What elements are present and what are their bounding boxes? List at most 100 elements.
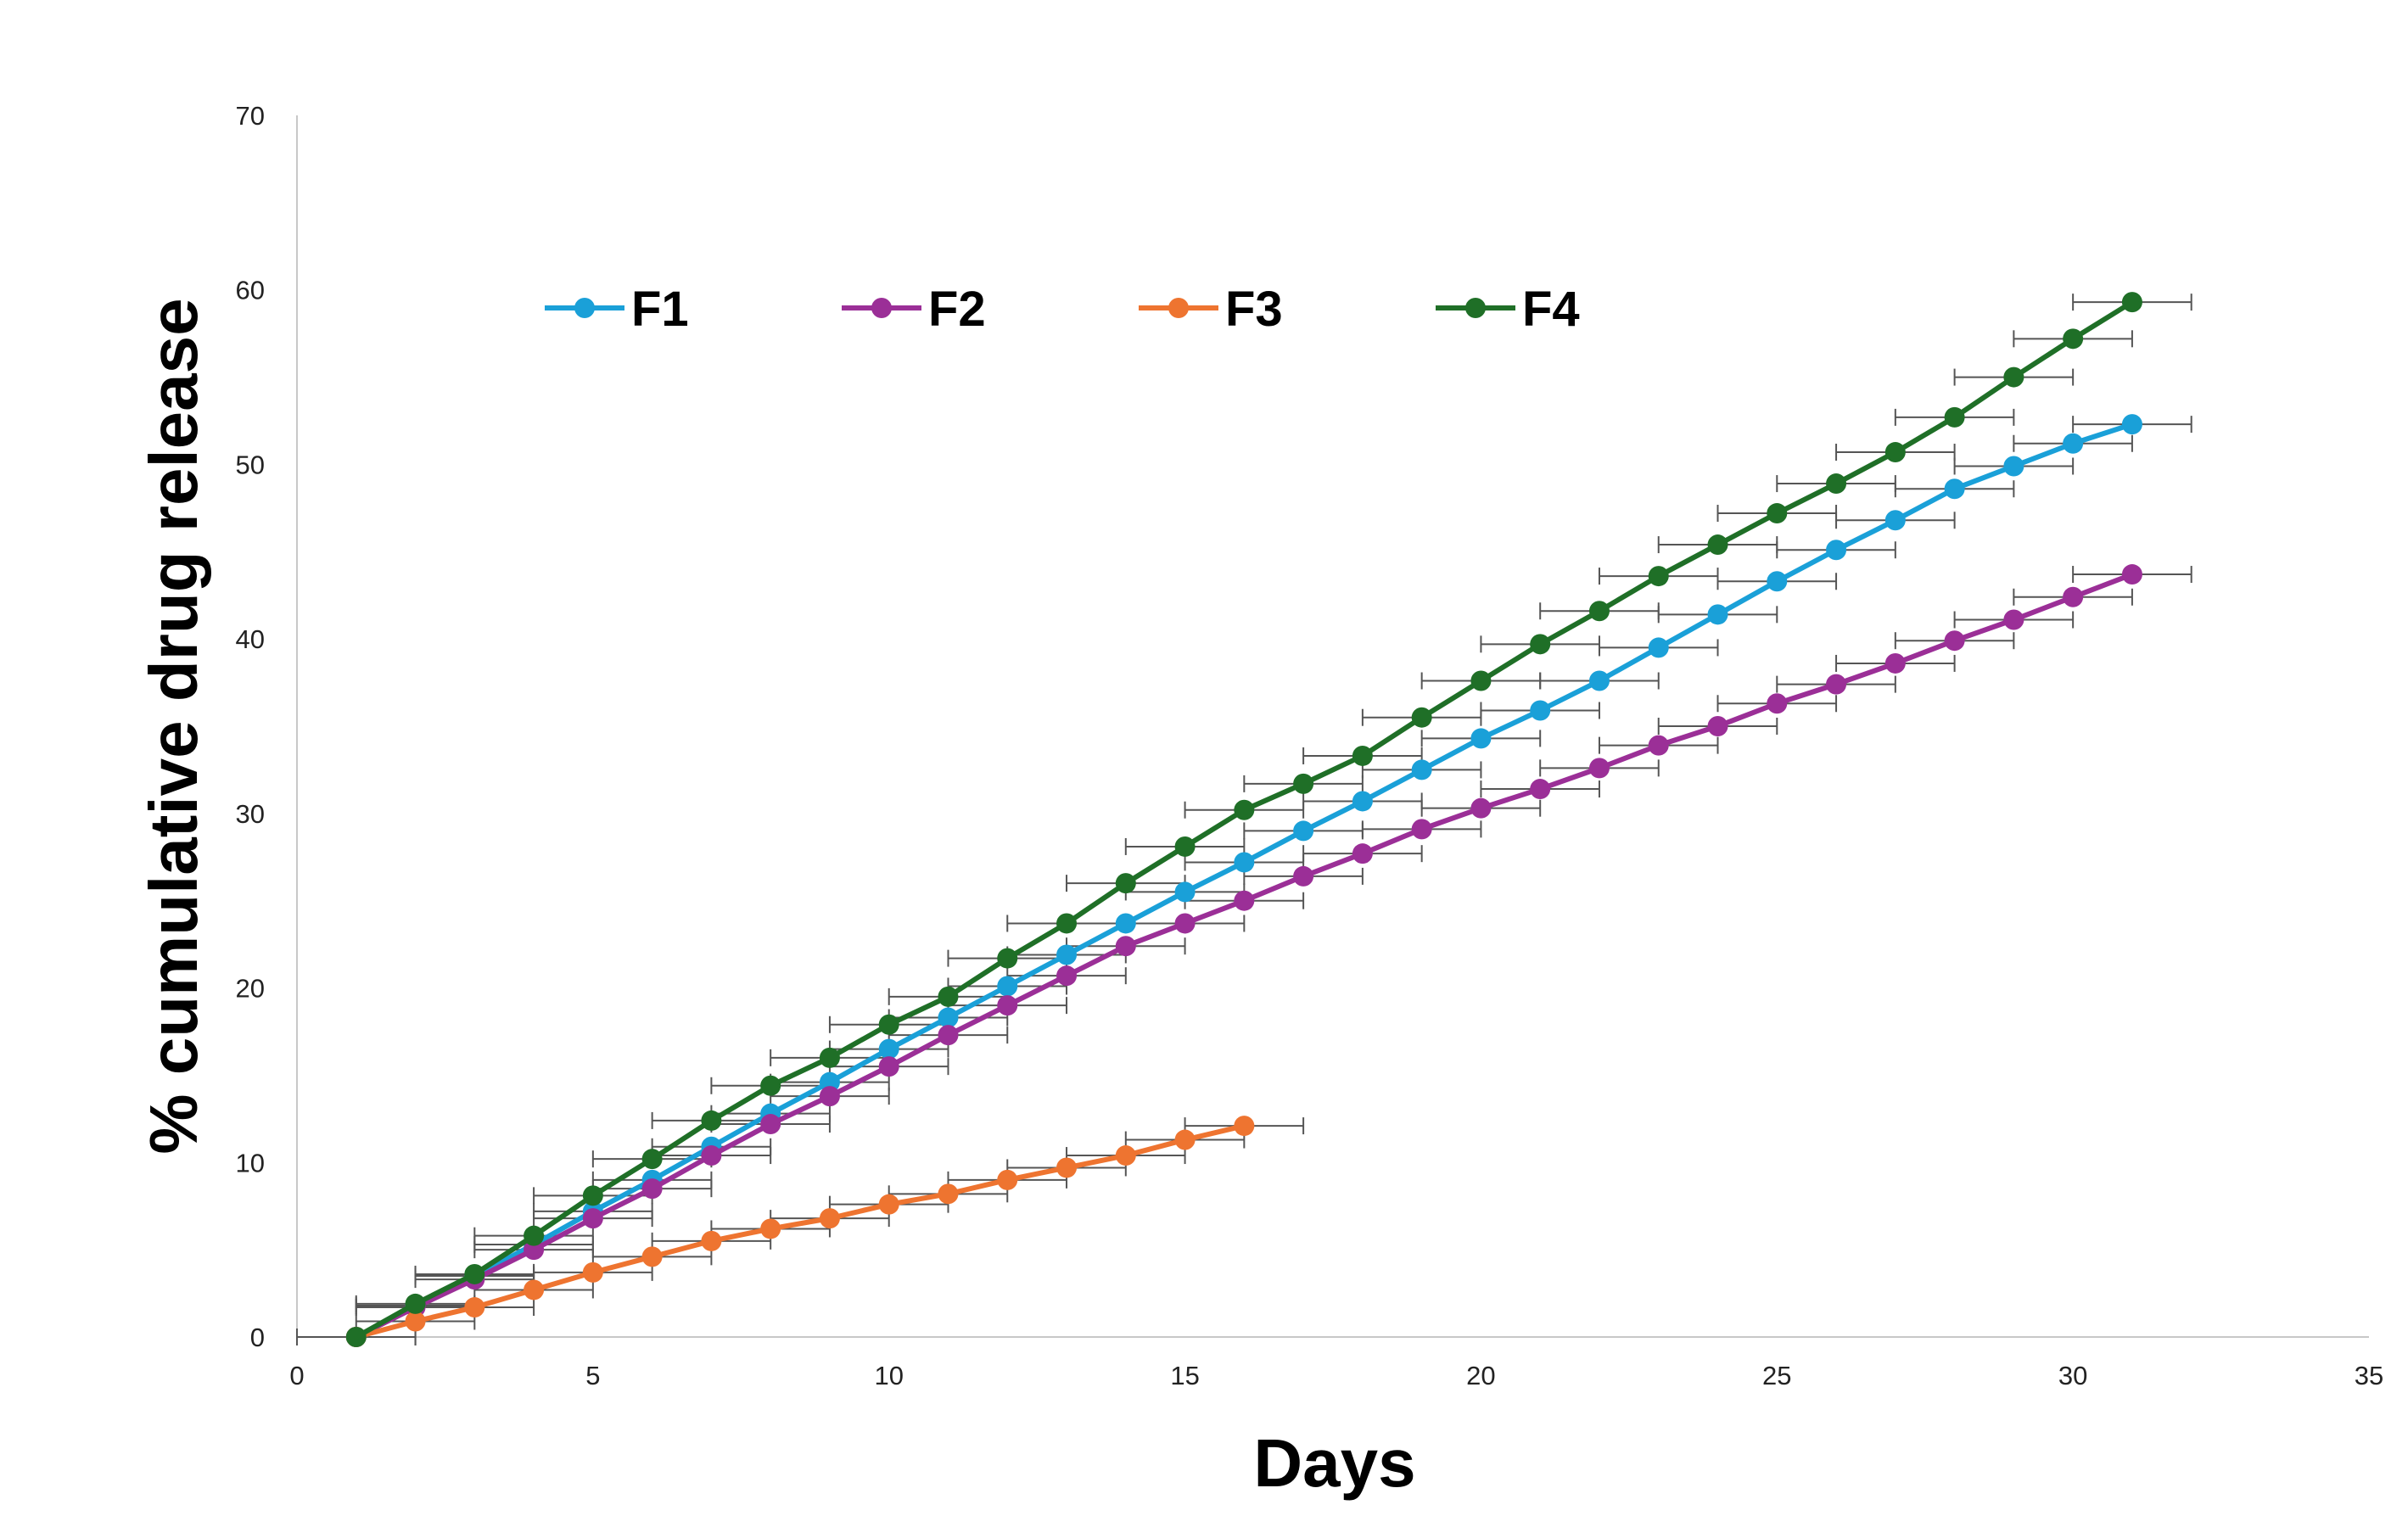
data-point-f1 xyxy=(2121,414,2142,435)
data-point-f3 xyxy=(1174,1129,1196,1150)
data-point-f4 xyxy=(1470,670,1492,691)
series-line-f2 xyxy=(355,572,2133,1340)
data-point-f3 xyxy=(701,1230,722,1251)
data-point-f2 xyxy=(1352,843,1373,864)
series-line-f3 xyxy=(356,1123,1246,1340)
x-tick-label: 10 xyxy=(874,1361,903,1390)
data-point-f4 xyxy=(641,1149,663,1170)
data-point-f2 xyxy=(1588,758,1610,779)
data-point-f4 xyxy=(938,986,959,1007)
y-tick-label: 0 xyxy=(250,1323,265,1352)
data-point-f4 xyxy=(1884,442,1906,463)
y-tick-label: 50 xyxy=(236,450,265,479)
data-point-f4 xyxy=(464,1263,485,1284)
data-point-f1 xyxy=(1648,637,1669,658)
legend-label: F3 xyxy=(1225,282,1283,337)
data-point-f1 xyxy=(2003,456,2024,477)
y-tick-label: 40 xyxy=(236,624,265,654)
y-tick-label: 20 xyxy=(236,974,265,1004)
data-point-f2 xyxy=(1234,890,1255,911)
data-point-f4 xyxy=(1234,799,1255,820)
series-layer xyxy=(345,292,2142,1347)
data-point-f2 xyxy=(1944,630,1965,652)
data-point-f1 xyxy=(1234,852,1255,873)
data-point-f4 xyxy=(2063,328,2084,350)
data-point-f3 xyxy=(760,1218,781,1239)
data-point-f1 xyxy=(1884,510,1906,531)
legend-label: F1 xyxy=(631,282,689,337)
data-point-f3 xyxy=(997,1169,1018,1190)
x-tick-label: 25 xyxy=(1762,1361,1791,1390)
y-tick-label: 10 xyxy=(236,1148,265,1178)
legend-swatch-marker xyxy=(1168,298,1189,318)
data-point-f4 xyxy=(1588,601,1610,622)
legend-swatch-marker xyxy=(574,298,595,318)
data-point-f4 xyxy=(1174,836,1196,857)
data-point-f1 xyxy=(1826,540,1847,561)
data-point-f2 xyxy=(1767,693,1788,714)
data-point-f2 xyxy=(582,1208,603,1229)
data-point-f2 xyxy=(1470,797,1492,819)
data-point-f4 xyxy=(345,1327,367,1347)
data-point-f4 xyxy=(1707,534,1728,556)
data-point-f3 xyxy=(582,1261,603,1283)
legend-item-f2: F2 xyxy=(842,282,986,337)
x-tick-label: 35 xyxy=(2355,1361,2383,1390)
legend-label: F4 xyxy=(1522,282,1580,337)
x-tick-label: 20 xyxy=(1466,1361,1495,1390)
data-point-f2 xyxy=(2063,586,2084,607)
data-point-f1 xyxy=(1056,944,1078,965)
y-tick-label: 60 xyxy=(236,276,265,305)
data-point-f1 xyxy=(1470,728,1492,749)
y-tick-label: 30 xyxy=(236,799,265,829)
series-f3 xyxy=(345,1116,1255,1347)
data-point-f2 xyxy=(1648,735,1669,756)
data-point-f2 xyxy=(997,995,1018,1016)
data-point-f1 xyxy=(1174,881,1196,903)
data-point-f4 xyxy=(760,1075,781,1096)
data-point-f1 xyxy=(2063,433,2084,454)
legend-label: F2 xyxy=(928,282,986,337)
data-point-f1 xyxy=(1352,791,1373,812)
data-point-f4 xyxy=(1352,745,1373,766)
data-point-f3 xyxy=(1234,1116,1255,1137)
data-point-f3 xyxy=(641,1246,663,1267)
data-point-f4 xyxy=(1056,913,1078,934)
data-point-f4 xyxy=(1648,566,1669,587)
data-point-f1 xyxy=(1588,670,1610,691)
data-point-f4 xyxy=(878,1014,899,1035)
data-point-f4 xyxy=(1767,503,1788,524)
data-point-f4 xyxy=(1115,873,1136,894)
legend: F1 F2 F3 F4 xyxy=(545,282,1580,337)
legend-item-f1: F1 xyxy=(545,282,689,337)
data-point-f2 xyxy=(938,1025,959,1046)
y-axis-title: % cumulative drug release xyxy=(136,298,211,1154)
data-point-f4 xyxy=(524,1225,545,1246)
data-point-f3 xyxy=(1115,1145,1136,1166)
data-point-f4 xyxy=(1293,773,1314,794)
data-point-f2 xyxy=(1293,865,1314,887)
data-point-f2 xyxy=(1826,674,1847,695)
data-point-f1 xyxy=(997,976,1018,997)
data-point-f1 xyxy=(1411,759,1432,780)
data-point-f3 xyxy=(464,1297,485,1318)
data-point-f1 xyxy=(1944,478,1965,500)
series-f4 xyxy=(345,292,2142,1347)
data-point-f4 xyxy=(2121,292,2142,313)
data-point-f2 xyxy=(1056,965,1078,987)
data-point-f3 xyxy=(1056,1157,1078,1178)
y-tick-label: 70 xyxy=(236,101,265,131)
legend-swatch-marker xyxy=(1465,298,1486,318)
data-point-f2 xyxy=(1115,936,1136,957)
x-axis-title: Days xyxy=(1253,1425,1415,1501)
data-point-f2 xyxy=(1884,652,1906,674)
data-point-f2 xyxy=(878,1056,899,1077)
data-point-f1 xyxy=(1293,820,1314,842)
data-point-f1 xyxy=(1530,700,1551,721)
data-point-f2 xyxy=(1411,819,1432,840)
data-point-f4 xyxy=(582,1185,603,1206)
data-point-f1 xyxy=(878,1038,899,1060)
data-point-f2 xyxy=(1707,716,1728,736)
data-point-f4 xyxy=(701,1110,722,1131)
